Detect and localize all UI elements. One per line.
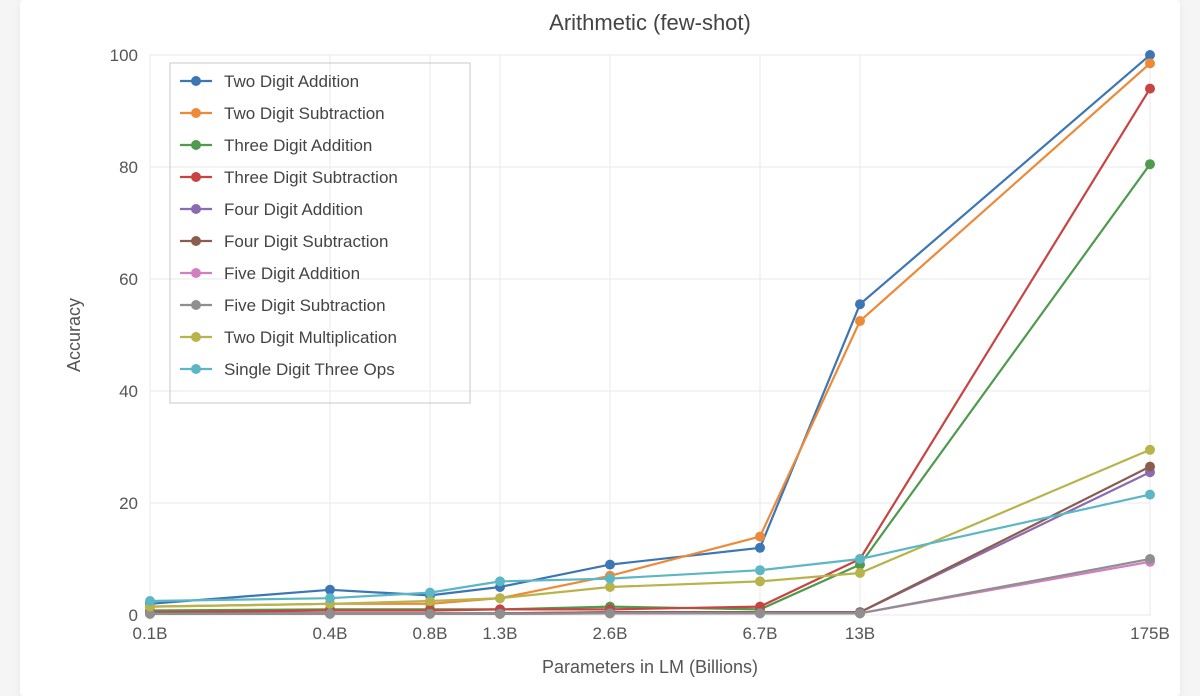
series-marker xyxy=(1145,159,1155,169)
series-marker xyxy=(1145,84,1155,94)
legend-label: Four Digit Subtraction xyxy=(224,232,388,251)
series-marker xyxy=(755,608,765,618)
series-marker xyxy=(755,565,765,575)
chart-title: Arithmetic (few-shot) xyxy=(549,10,751,35)
legend-label: Single Digit Three Ops xyxy=(224,360,395,379)
series-marker xyxy=(605,560,615,570)
legend-swatch-marker xyxy=(191,172,201,182)
x-tick-label: 0.8B xyxy=(413,624,448,643)
series-marker xyxy=(495,576,505,586)
series-marker xyxy=(855,608,865,618)
legend-swatch-marker xyxy=(191,300,201,310)
series-marker xyxy=(855,568,865,578)
series-marker xyxy=(425,609,435,619)
series-marker xyxy=(855,554,865,564)
legend-swatch-marker xyxy=(191,108,201,118)
series-marker xyxy=(755,576,765,586)
legend-swatch-marker xyxy=(191,76,201,86)
y-tick-label: 60 xyxy=(119,270,138,289)
legend-label: Five Digit Subtraction xyxy=(224,296,386,315)
y-tick-label: 80 xyxy=(119,158,138,177)
series-marker xyxy=(755,543,765,553)
series-marker xyxy=(145,596,155,606)
legend-label: Two Digit Subtraction xyxy=(224,104,385,123)
chart-card: Arithmetic (few-shot) 0 20 40 60 80 100 0.1B 0.4… xyxy=(20,0,1180,696)
legend-swatch-marker xyxy=(191,236,201,246)
series-marker xyxy=(325,593,335,603)
legend-label: Two Digit Multiplication xyxy=(224,328,397,347)
legend-swatch-marker xyxy=(191,268,201,278)
x-tick-label: 0.1B xyxy=(133,624,168,643)
legend-swatch-marker xyxy=(191,204,201,214)
series-marker xyxy=(495,593,505,603)
series-marker xyxy=(1145,554,1155,564)
series-marker xyxy=(605,608,615,618)
series-marker xyxy=(1145,445,1155,455)
y-tick-label: 100 xyxy=(110,46,138,65)
series-marker xyxy=(1145,58,1155,68)
x-axis-label: Parameters in LM (Billions) xyxy=(542,657,758,677)
series-marker xyxy=(1145,462,1155,472)
legend-label: Five Digit Addition xyxy=(224,264,360,283)
x-tick-label: 0.4B xyxy=(313,624,348,643)
legend-label: Three Digit Subtraction xyxy=(224,168,398,187)
y-tick-label: 20 xyxy=(119,494,138,513)
x-tick-label: 2.6B xyxy=(593,624,628,643)
x-tick-label: 6.7B xyxy=(743,624,778,643)
x-tick-label: 1.3B xyxy=(483,624,518,643)
legend-swatch-marker xyxy=(191,140,201,150)
legend-swatch-marker xyxy=(191,364,201,374)
series-marker xyxy=(755,532,765,542)
y-tick-label: 40 xyxy=(119,382,138,401)
y-axis-label: Accuracy xyxy=(64,298,84,372)
series-marker xyxy=(855,316,865,326)
series-marker xyxy=(1145,490,1155,500)
series-marker xyxy=(325,609,335,619)
series-marker xyxy=(425,588,435,598)
legend-label: Two Digit Addition xyxy=(224,72,359,91)
series-marker xyxy=(855,299,865,309)
y-tick-label: 0 xyxy=(129,606,138,625)
legend-label: Three Digit Addition xyxy=(224,136,372,155)
x-tick-label: 175B xyxy=(1130,624,1170,643)
series-marker xyxy=(605,574,615,584)
series-marker xyxy=(495,609,505,619)
arithmetic-chart: Arithmetic (few-shot) 0 20 40 60 80 100 0.1B 0.4… xyxy=(20,0,1180,696)
x-tick-label: 13B xyxy=(845,624,875,643)
legend-label: Four Digit Addition xyxy=(224,200,363,219)
legend-swatch-marker xyxy=(191,332,201,342)
